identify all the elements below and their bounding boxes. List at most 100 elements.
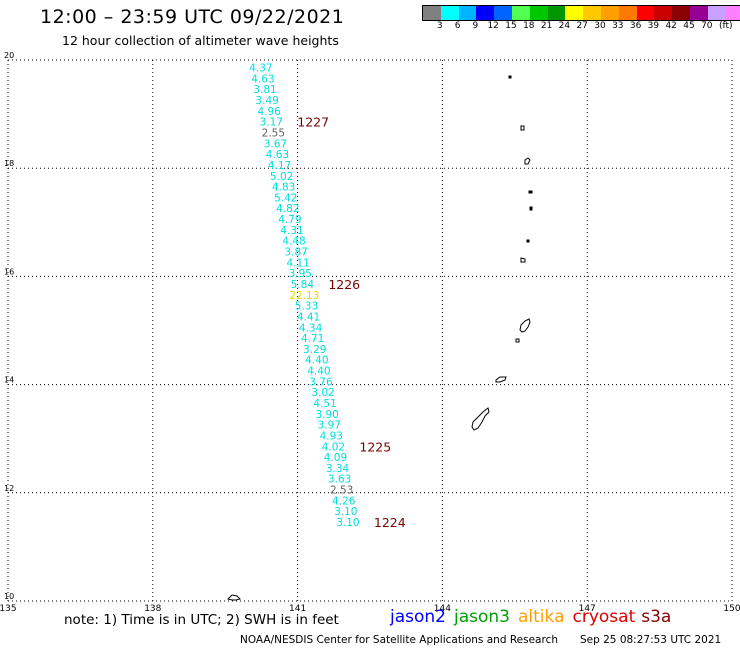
legend-tick-label: 21: [540, 21, 553, 31]
swh-value: 3.76: [309, 376, 333, 388]
swh-value: 3.17: [260, 117, 283, 129]
swh-value: 5.02: [270, 171, 293, 183]
island-asuncion: [524, 157, 531, 165]
lat-tick-label: 12: [4, 484, 14, 493]
satellite-altika: altika: [518, 607, 565, 627]
swh-value: 4.02: [322, 441, 345, 453]
legend-tick-label: 24: [558, 21, 571, 31]
legend-swatch-1: [440, 6, 459, 20]
swh-value: 3.02: [311, 387, 334, 399]
swh-value: 3.67: [264, 138, 287, 150]
swh-value: 4.40: [307, 366, 330, 378]
satellite-s3a: s3a: [641, 607, 672, 627]
satellite-jason3: jason3: [454, 607, 510, 627]
legend-tick-label: 12: [487, 21, 499, 31]
pass-time-label: 1225: [359, 439, 391, 454]
credit-line: NOAA/NESDIS Center for Satellite Applica…: [240, 634, 558, 646]
color-scale-legend: [422, 5, 740, 21]
swh-value: 4.26: [332, 495, 356, 507]
legend-swatch-15: [689, 6, 708, 20]
swh-value: 4.63: [266, 149, 289, 161]
swh-value: 5.42: [274, 192, 297, 204]
legend-swatch-3: [476, 6, 495, 20]
coastlines: [227, 75, 533, 601]
swh-value: 22.13: [289, 290, 319, 302]
swh-value: 4.93: [320, 430, 343, 442]
lat-tick-label: 14: [4, 376, 14, 385]
swh-value: 3.95: [289, 268, 312, 280]
map-grid: 135 138 141 144 147 150 20 18 16 14 12 10: [0, 51, 740, 614]
lat-tick-label: 20: [4, 51, 14, 60]
swh-value: 5.33: [295, 301, 318, 313]
legend-tick-label: 30: [594, 21, 606, 31]
legend-swatch-7: [547, 6, 566, 20]
swh-value: 4.40: [305, 355, 328, 367]
swh-value: 4.41: [297, 311, 320, 323]
legend-swatch-13: [654, 6, 673, 20]
satellite-legend: jason2 jason3 altika cryosat s3a: [390, 607, 679, 627]
satellite-jason2: jason2: [390, 607, 446, 627]
lon-tick-label: 141: [289, 604, 306, 614]
legend-swatch-6: [529, 6, 548, 20]
legend-tick-label: 18: [523, 21, 535, 31]
swh-value: 4.79: [278, 214, 301, 226]
island-tinian: [515, 338, 520, 343]
swh-value: 3.10: [336, 517, 359, 529]
swh-value: 4.51: [313, 398, 336, 410]
swh-value: 3.49: [255, 95, 278, 107]
swh-value: 4.31: [280, 225, 303, 237]
legend-tick-label: 6: [454, 21, 461, 31]
legend-swatch-14: [672, 6, 690, 20]
legend-tick-label: 39: [647, 21, 660, 31]
swh-value: 4.37: [249, 63, 272, 75]
footer-note: note: 1) Time is in UTC; 2) SWH is in fe…: [64, 612, 339, 628]
swh-value: 4.96: [258, 106, 282, 118]
lon-tick-label: 138: [144, 604, 161, 614]
legend-swatch-9: [583, 6, 601, 20]
swh-value: 4.48: [282, 236, 305, 248]
island-farallon-de-pajaros: [508, 75, 512, 79]
island-rota: [495, 376, 507, 383]
altimeter-track: 4.374.633.813.494.963.172.553.674.634.17…: [249, 63, 359, 529]
swh-value: 4.34: [299, 322, 323, 334]
map-subtitle: 12 hour collection of altimeter wave hei…: [62, 33, 339, 48]
lon-tick-label: 135: [0, 604, 17, 614]
legend-swatch-10: [600, 6, 619, 20]
lat-tick-label: 18: [4, 159, 14, 168]
swh-value: 3.90: [315, 409, 338, 421]
legend-tick-label: 27: [576, 21, 588, 31]
timestamp: Sep 25 08:27:53 UTC 2021: [580, 634, 722, 646]
swh-value: 3.97: [318, 420, 341, 432]
island-agrihan: [528, 190, 533, 194]
swh-value: 3.81: [253, 84, 276, 96]
legend-swatch-8: [565, 6, 584, 20]
legend-swatch-11: [618, 6, 637, 20]
map-title: 12:00 – 23:59 UTC 09/22/2021: [40, 6, 345, 28]
pass-time-label: 1227: [297, 115, 329, 130]
island-saipan: [519, 318, 531, 333]
legend-swatch-0: [423, 6, 441, 20]
swh-value: 3.29: [303, 344, 326, 356]
lon-tick-label: 144: [434, 604, 451, 614]
legend-swatch-4: [494, 6, 512, 20]
legend-swatch-16: [707, 6, 726, 20]
legend-swatch-12: [636, 6, 655, 20]
swh-value: 4.11: [286, 257, 309, 269]
legend-swatch-17: [725, 6, 740, 20]
legend-swatch-5: [511, 6, 530, 20]
satellite-cryosat: cryosat: [572, 607, 636, 627]
swh-value: 3.34: [326, 463, 350, 475]
swh-value: 4.82: [276, 203, 299, 215]
pass-time-label: 1224: [374, 515, 406, 530]
swh-value: 4.71: [301, 333, 324, 345]
swh-value: 2.53: [330, 485, 353, 497]
legend-tick-label: 3: [436, 21, 443, 31]
island-sarigan: [520, 257, 526, 263]
lon-tick-label: 147: [579, 604, 596, 614]
legend-tick-label: 33: [612, 21, 624, 31]
island-maug: [520, 125, 525, 131]
swh-value: 2.55: [262, 127, 285, 139]
island-pagan: [529, 206, 533, 211]
island-yap: [227, 594, 241, 601]
